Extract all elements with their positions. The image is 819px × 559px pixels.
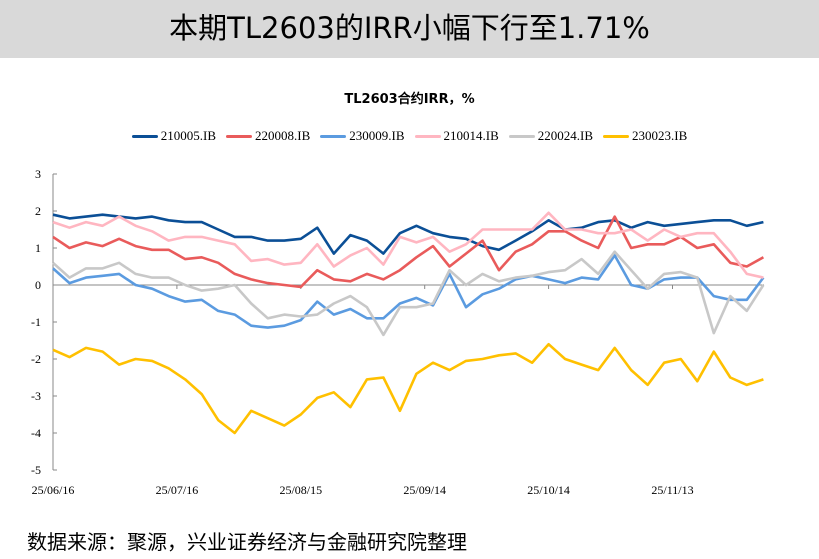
series-line-220008-ib [52, 215, 765, 289]
chart-legend: 210005.IB 220008.IB 230009.IB 210014.IB 2200… [0, 128, 819, 144]
y-tick-label: 1 [35, 241, 41, 255]
source-note: 数据来源：聚源，兴业证券经济与金融研究院整理 [27, 530, 467, 554]
legend-item: 230023.IB [603, 128, 687, 144]
legend-swatch [131, 134, 158, 138]
legend-label: 220024.IB [537, 128, 593, 143]
series-line-220024-ib [52, 250, 765, 337]
x-tick-label: 25/10/14 [527, 483, 570, 497]
legend-item: 220008.IB [226, 128, 310, 144]
x-tick-label: 25/07/16 [156, 483, 199, 497]
series-line-210014-ib [52, 211, 764, 279]
legend-label: 230009.IB [349, 128, 405, 143]
legend-swatch [414, 134, 441, 138]
legend-item: 230009.IB [320, 128, 405, 144]
legend-label: 210014.IB [443, 128, 499, 143]
page-title: 本期TL2603的IRR小幅下行至1.71% [0, 0, 819, 58]
y-tick-label: -3 [31, 389, 41, 403]
legend-item: 220024.IB [508, 128, 593, 144]
legend-label: 230023.IB [632, 128, 688, 143]
y-tick-label: -4 [31, 426, 41, 440]
legend-item: 210014.IB [414, 128, 499, 144]
y-tick-label: 2 [35, 204, 41, 218]
y-tick-label: 3 [35, 167, 41, 181]
legend-swatch [603, 134, 629, 138]
legend-label: 220008.IB [255, 128, 311, 143]
series-line-230009-ib [52, 254, 765, 329]
y-tick-label: -2 [31, 352, 41, 366]
x-tick-label: 25/09/14 [403, 483, 446, 497]
legend-item: 210005.IB [131, 128, 216, 144]
legend-label: 210005.IB [160, 128, 216, 143]
x-tick-label: 25/08/15 [279, 483, 322, 497]
y-tick-label: -1 [31, 315, 41, 329]
x-tick-label: 25/06/16 [32, 483, 75, 497]
series-line-210005-ib [52, 213, 764, 255]
y-tick-label: -5 [31, 463, 41, 477]
chart-title: TL2603合约IRR，% [344, 92, 475, 107]
y-tick-label: 0 [35, 278, 41, 292]
legend-swatch [320, 134, 347, 138]
series-line-230023-ib [52, 342, 764, 435]
legend-swatch [226, 134, 252, 138]
legend-swatch [508, 134, 535, 138]
x-tick-label: 25/11/13 [651, 483, 693, 497]
